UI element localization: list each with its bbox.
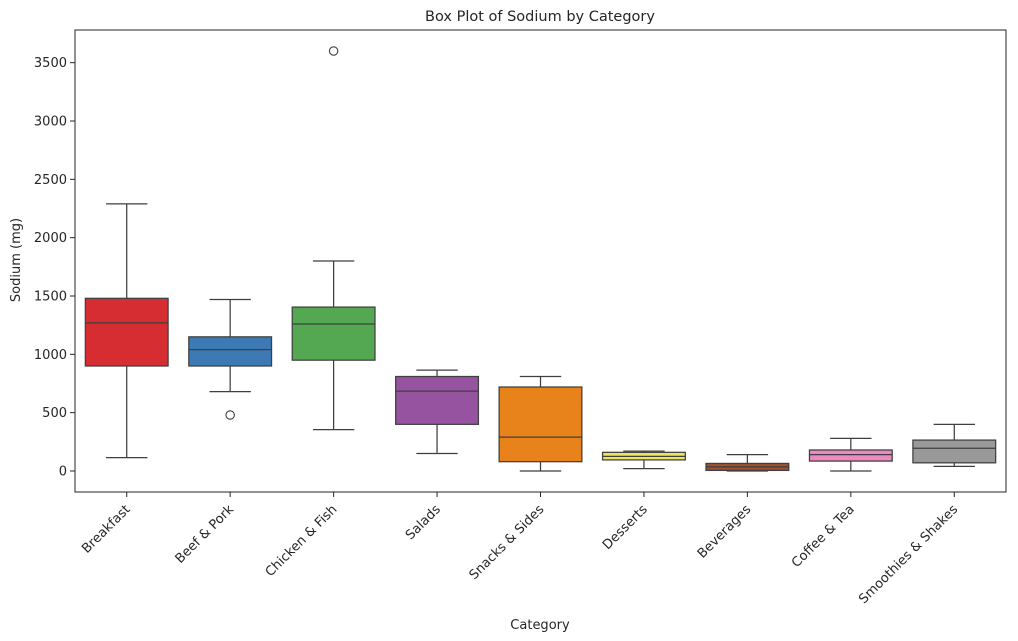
y-tick-label: 500	[42, 406, 67, 421]
plot-area: 0 500 1000 1500 2000 2500 3000 3500 Breakfast Bee…	[34, 29, 1007, 607]
x-tick-label: Salads	[403, 502, 444, 543]
y-tick-label: 0	[59, 465, 67, 480]
y-tick-label: 3000	[34, 115, 67, 130]
y-tick-label: 1500	[34, 290, 67, 305]
x-tick-label: Beverages	[695, 502, 755, 562]
box-3	[395, 375, 480, 425]
x-tick-label: Smoothies & Shakes	[856, 502, 961, 607]
box-4	[498, 386, 583, 463]
x-tick-label: Coffee & Tea	[789, 502, 858, 571]
y-tick-label: 1000	[34, 348, 67, 363]
y-tick-label: 2500	[34, 173, 67, 188]
box-8	[912, 439, 997, 464]
x-tick-label: Desserts	[600, 502, 651, 553]
box-0	[84, 297, 169, 367]
box-7	[808, 449, 893, 462]
x-tick-label: Beef & Pork	[173, 502, 238, 567]
y-tick-label: 2000	[34, 231, 67, 246]
chart-title: Box Plot of Sodium by Category	[425, 9, 655, 25]
y-axis-label: Sodium (mg)	[9, 218, 24, 302]
x-tick-label: Snacks & Sides	[467, 502, 548, 583]
box-1	[188, 336, 273, 367]
outlier-point	[225, 410, 235, 420]
outlier-point	[328, 46, 339, 56]
x-axis-label: Category	[510, 618, 570, 633]
box-2	[291, 306, 376, 361]
x-tick-label: Chicken & Fish	[263, 502, 341, 580]
x-tick-label: Breakfast	[79, 502, 133, 556]
y-tick-label: 3500	[34, 56, 67, 71]
